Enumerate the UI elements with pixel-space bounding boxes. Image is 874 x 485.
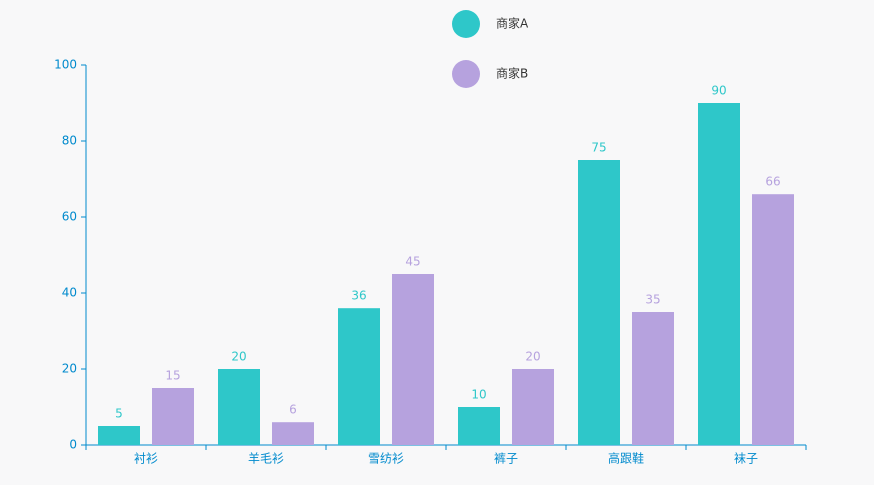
y-tick-label: 80 bbox=[62, 134, 77, 148]
bar bbox=[578, 160, 620, 445]
y-tick-label: 20 bbox=[62, 362, 77, 376]
x-tick-label: 高跟鞋 bbox=[608, 451, 644, 466]
value-label: 5 bbox=[115, 407, 123, 421]
value-label: 36 bbox=[351, 289, 366, 303]
value-label: 90 bbox=[711, 84, 726, 98]
x-tick-label: 羊毛衫 bbox=[248, 451, 284, 466]
y-tick-label: 40 bbox=[62, 286, 77, 300]
bar bbox=[272, 422, 314, 445]
value-label: 35 bbox=[645, 293, 660, 307]
x-tick-label: 雪纺衫 bbox=[368, 452, 404, 466]
bar bbox=[152, 388, 194, 445]
x-tick-label: 裤子 bbox=[494, 452, 518, 466]
value-label: 10 bbox=[471, 388, 486, 402]
x-tick-label: 衬衫 bbox=[134, 452, 158, 466]
value-label: 20 bbox=[525, 350, 540, 364]
y-tick-label: 0 bbox=[69, 438, 77, 452]
x-tick-label: 袜子 bbox=[734, 452, 758, 466]
legend-marker bbox=[452, 60, 480, 88]
legend-label: 商家A bbox=[496, 16, 529, 31]
bar bbox=[338, 308, 380, 445]
legend-marker bbox=[452, 10, 480, 38]
value-label: 20 bbox=[231, 350, 246, 364]
bar bbox=[458, 407, 500, 445]
bar bbox=[752, 194, 794, 445]
bar bbox=[698, 103, 740, 445]
y-tick-label: 60 bbox=[62, 210, 77, 224]
value-label: 45 bbox=[405, 255, 420, 269]
legend-label: 商家B bbox=[496, 66, 528, 81]
value-label: 66 bbox=[765, 175, 780, 189]
bar bbox=[512, 369, 554, 445]
value-label: 6 bbox=[289, 403, 297, 417]
bar bbox=[98, 426, 140, 445]
bar bbox=[632, 312, 674, 445]
bar bbox=[218, 369, 260, 445]
value-label: 15 bbox=[165, 369, 180, 383]
y-tick-label: 100 bbox=[54, 58, 77, 72]
value-label: 75 bbox=[591, 141, 606, 155]
bar bbox=[392, 274, 434, 445]
